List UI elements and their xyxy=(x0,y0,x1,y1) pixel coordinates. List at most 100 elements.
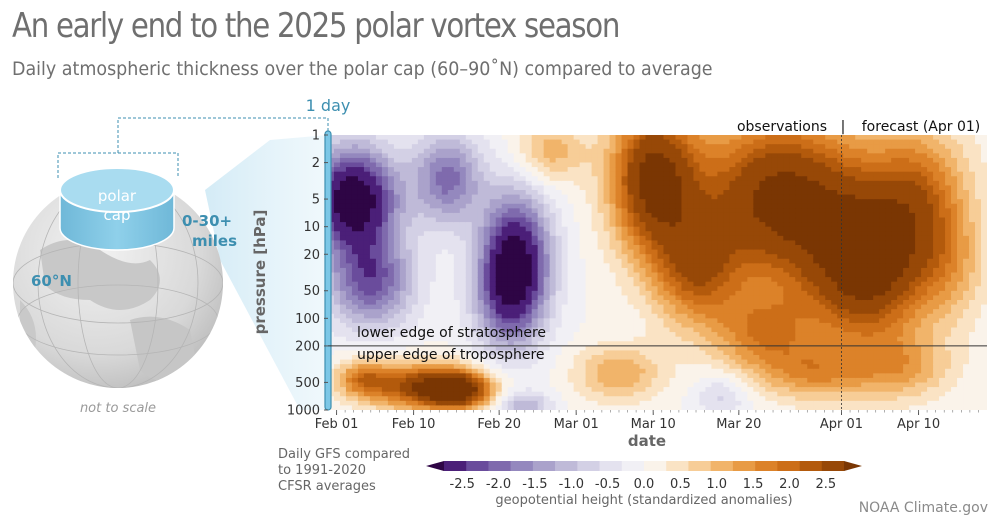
heatmap-cell xyxy=(645,350,653,356)
heatmap-cell xyxy=(477,135,485,141)
heatmap-cell xyxy=(465,364,473,370)
heatmap-cell xyxy=(651,309,659,315)
heatmap-cell xyxy=(453,157,461,164)
heatmap-cell xyxy=(573,368,581,374)
heatmap-cell xyxy=(813,313,820,319)
heatmap-cell xyxy=(627,300,635,306)
heatmap-cell xyxy=(783,277,790,283)
heatmap-cell xyxy=(381,405,389,410)
heatmap-cell xyxy=(573,341,581,347)
heatmap-cell xyxy=(627,359,635,365)
heatmap-cell xyxy=(741,258,748,264)
heatmap-cell xyxy=(525,364,533,370)
heatmap-cell xyxy=(621,286,629,292)
heatmap-cell xyxy=(441,286,449,292)
heatmap-cell xyxy=(621,162,629,168)
heatmap-cell xyxy=(369,336,377,342)
heatmap-cell xyxy=(669,300,677,306)
heatmap-cell xyxy=(693,199,701,205)
heatmap-cell xyxy=(813,322,820,329)
heatmap-cell xyxy=(705,157,713,164)
heatmap-cell xyxy=(651,396,659,402)
heatmap-cell xyxy=(723,148,730,154)
heatmap-cell xyxy=(639,222,647,228)
heatmap-cell xyxy=(597,322,605,329)
heatmap-cell xyxy=(765,190,772,196)
heatmap-cell xyxy=(381,235,389,242)
heatmap-cell xyxy=(465,135,473,141)
heatmap-cell xyxy=(747,245,754,251)
heatmap-cell xyxy=(573,144,581,150)
heatmap-cell xyxy=(435,286,443,292)
heatmap-cell xyxy=(447,368,455,374)
heatmap-cell xyxy=(639,364,647,370)
heatmap-cell xyxy=(471,190,479,196)
heatmap-cell xyxy=(759,382,766,388)
heatmap-cell xyxy=(453,286,461,292)
heatmap-cell xyxy=(807,313,814,319)
heatmap-cell xyxy=(549,405,557,410)
heatmap-cell xyxy=(525,190,533,196)
heatmap-cell xyxy=(447,153,455,159)
heatmap-cell xyxy=(555,327,563,333)
heatmap-cell xyxy=(501,396,509,402)
heatmap-cell xyxy=(405,217,413,223)
heatmap-cell xyxy=(375,231,383,237)
heatmap-cell xyxy=(597,135,605,141)
heatmap-cell xyxy=(579,391,587,397)
heatmap-cell xyxy=(663,194,671,200)
heatmap-cell xyxy=(711,396,719,402)
heatmap-cell xyxy=(459,208,467,214)
heatmap-cell xyxy=(615,157,623,164)
heatmap-cell xyxy=(753,176,760,182)
heatmap-cell xyxy=(507,309,515,315)
heatmap-cell xyxy=(675,226,683,232)
heatmap-cell xyxy=(615,235,623,242)
heatmap-cell xyxy=(561,267,569,274)
heatmap-cell xyxy=(429,180,437,187)
heatmap-cell xyxy=(615,313,623,319)
heatmap-cell xyxy=(453,217,461,223)
heatmap-cell xyxy=(363,194,371,200)
heatmap-cell xyxy=(807,281,814,287)
heatmap-cell xyxy=(363,332,371,338)
heatmap-cell xyxy=(567,322,575,329)
heatmap-cell xyxy=(603,162,611,168)
heatmap-cell xyxy=(453,295,461,301)
heatmap-cell xyxy=(351,226,359,232)
heatmap-cell xyxy=(471,341,479,347)
heatmap-cell xyxy=(387,199,395,205)
heatmap-cell xyxy=(375,359,383,365)
heatmap-cell xyxy=(639,157,647,164)
heatmap-cell xyxy=(441,153,449,159)
heatmap-cell xyxy=(543,309,551,315)
heatmap-cell xyxy=(573,309,581,315)
heatmap-cell xyxy=(441,222,449,228)
heatmap-cell xyxy=(453,327,461,333)
heatmap-cell xyxy=(507,345,515,352)
heatmap-cell xyxy=(597,391,605,397)
heatmap-cell xyxy=(627,245,635,251)
heatmap-cell xyxy=(381,345,389,352)
heatmap-cell xyxy=(369,212,377,219)
heatmap-cell xyxy=(795,258,802,264)
heatmap-cell xyxy=(507,226,515,232)
heatmap-cell xyxy=(345,318,353,324)
heatmap-cell xyxy=(789,194,796,200)
heatmap-cell xyxy=(411,190,419,196)
heatmap-cell xyxy=(465,391,473,397)
heatmap-cell xyxy=(621,400,629,407)
heatmap-cell xyxy=(333,368,341,374)
heatmap-cell xyxy=(417,254,425,260)
heatmap-cell xyxy=(705,345,713,352)
heatmap-cell xyxy=(609,345,617,352)
heatmap-cell xyxy=(465,267,473,274)
heatmap-cell xyxy=(567,217,575,223)
heatmap-cell xyxy=(417,377,425,384)
heatmap-cell xyxy=(555,322,563,329)
heatmap-cell xyxy=(549,208,557,214)
heatmap-cell xyxy=(735,162,742,168)
heatmap-cell xyxy=(639,400,647,407)
heatmap-cell xyxy=(471,359,479,365)
heatmap-cell xyxy=(405,190,413,196)
